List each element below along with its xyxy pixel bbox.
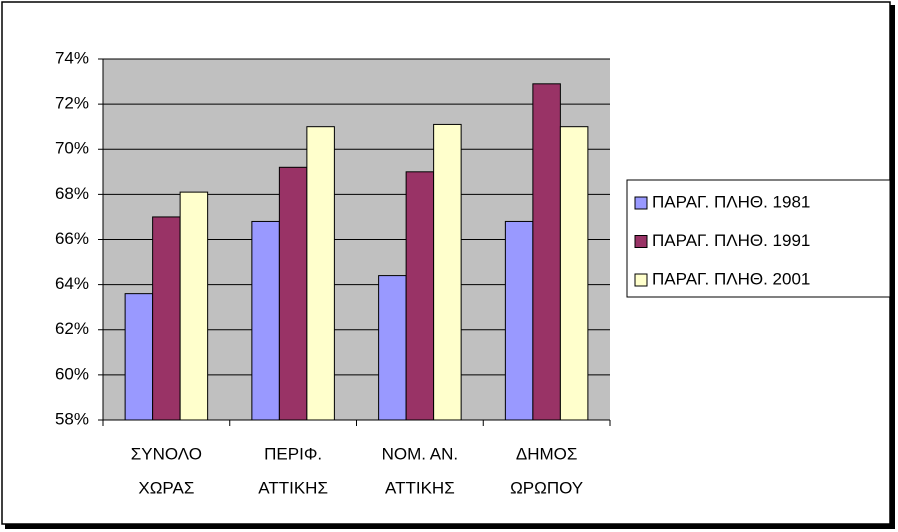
bar	[433, 123, 462, 421]
y-tick-label: 72%	[55, 94, 89, 113]
y-tick-label: 66%	[55, 229, 89, 248]
bar	[124, 293, 154, 421]
x-tick-label: ΠΕΡΙΦ.	[264, 444, 322, 463]
bar	[378, 275, 407, 421]
x-tick-label: ΔΗΜΟΣ	[516, 444, 578, 463]
x-tick-label: ΣΥΝΟΛΟ	[131, 444, 202, 463]
legend-swatch	[634, 235, 648, 248]
x-tick-label: ΑΤΤΙΚΗΣ	[385, 478, 455, 497]
bar	[152, 216, 181, 421]
y-tick-label: 60%	[55, 364, 89, 383]
y-tick-label: 68%	[55, 184, 89, 203]
legend-label: ΠΑΡΑΓ. ΠΛΗΘ. 1991	[652, 231, 810, 250]
legend-swatch	[634, 273, 648, 287]
legend-label: ΠΑΡΑΓ. ΠΛΗΘ. 1981	[652, 192, 810, 211]
bar	[251, 220, 280, 421]
x-tick-label: ΧΩΡΑΣ	[138, 478, 194, 497]
x-tick-label: ΑΤΤΙΚΗΣ	[258, 478, 328, 497]
y-tick-label: 64%	[55, 274, 89, 293]
y-tick-label: 62%	[55, 319, 89, 338]
legend-box	[626, 179, 891, 298]
x-tick-label: ΝΟΜ. ΑΝ.	[382, 444, 459, 463]
x-tick-label: ΩΡΩΠΟΥ	[510, 478, 583, 497]
y-tick-label: 58%	[55, 409, 89, 428]
bar	[559, 126, 589, 421]
bar	[179, 191, 209, 421]
bar	[405, 171, 435, 421]
y-tick-label: 70%	[55, 139, 89, 158]
bar	[306, 126, 335, 421]
bar	[504, 220, 534, 421]
legend-label: ΠΑΡΑΓ. ΠΛΗΘ. 2001	[652, 269, 810, 288]
y-tick-label: 74%	[55, 48, 89, 67]
bar	[532, 83, 561, 421]
legend-swatch	[634, 196, 648, 210]
bar	[278, 166, 308, 421]
